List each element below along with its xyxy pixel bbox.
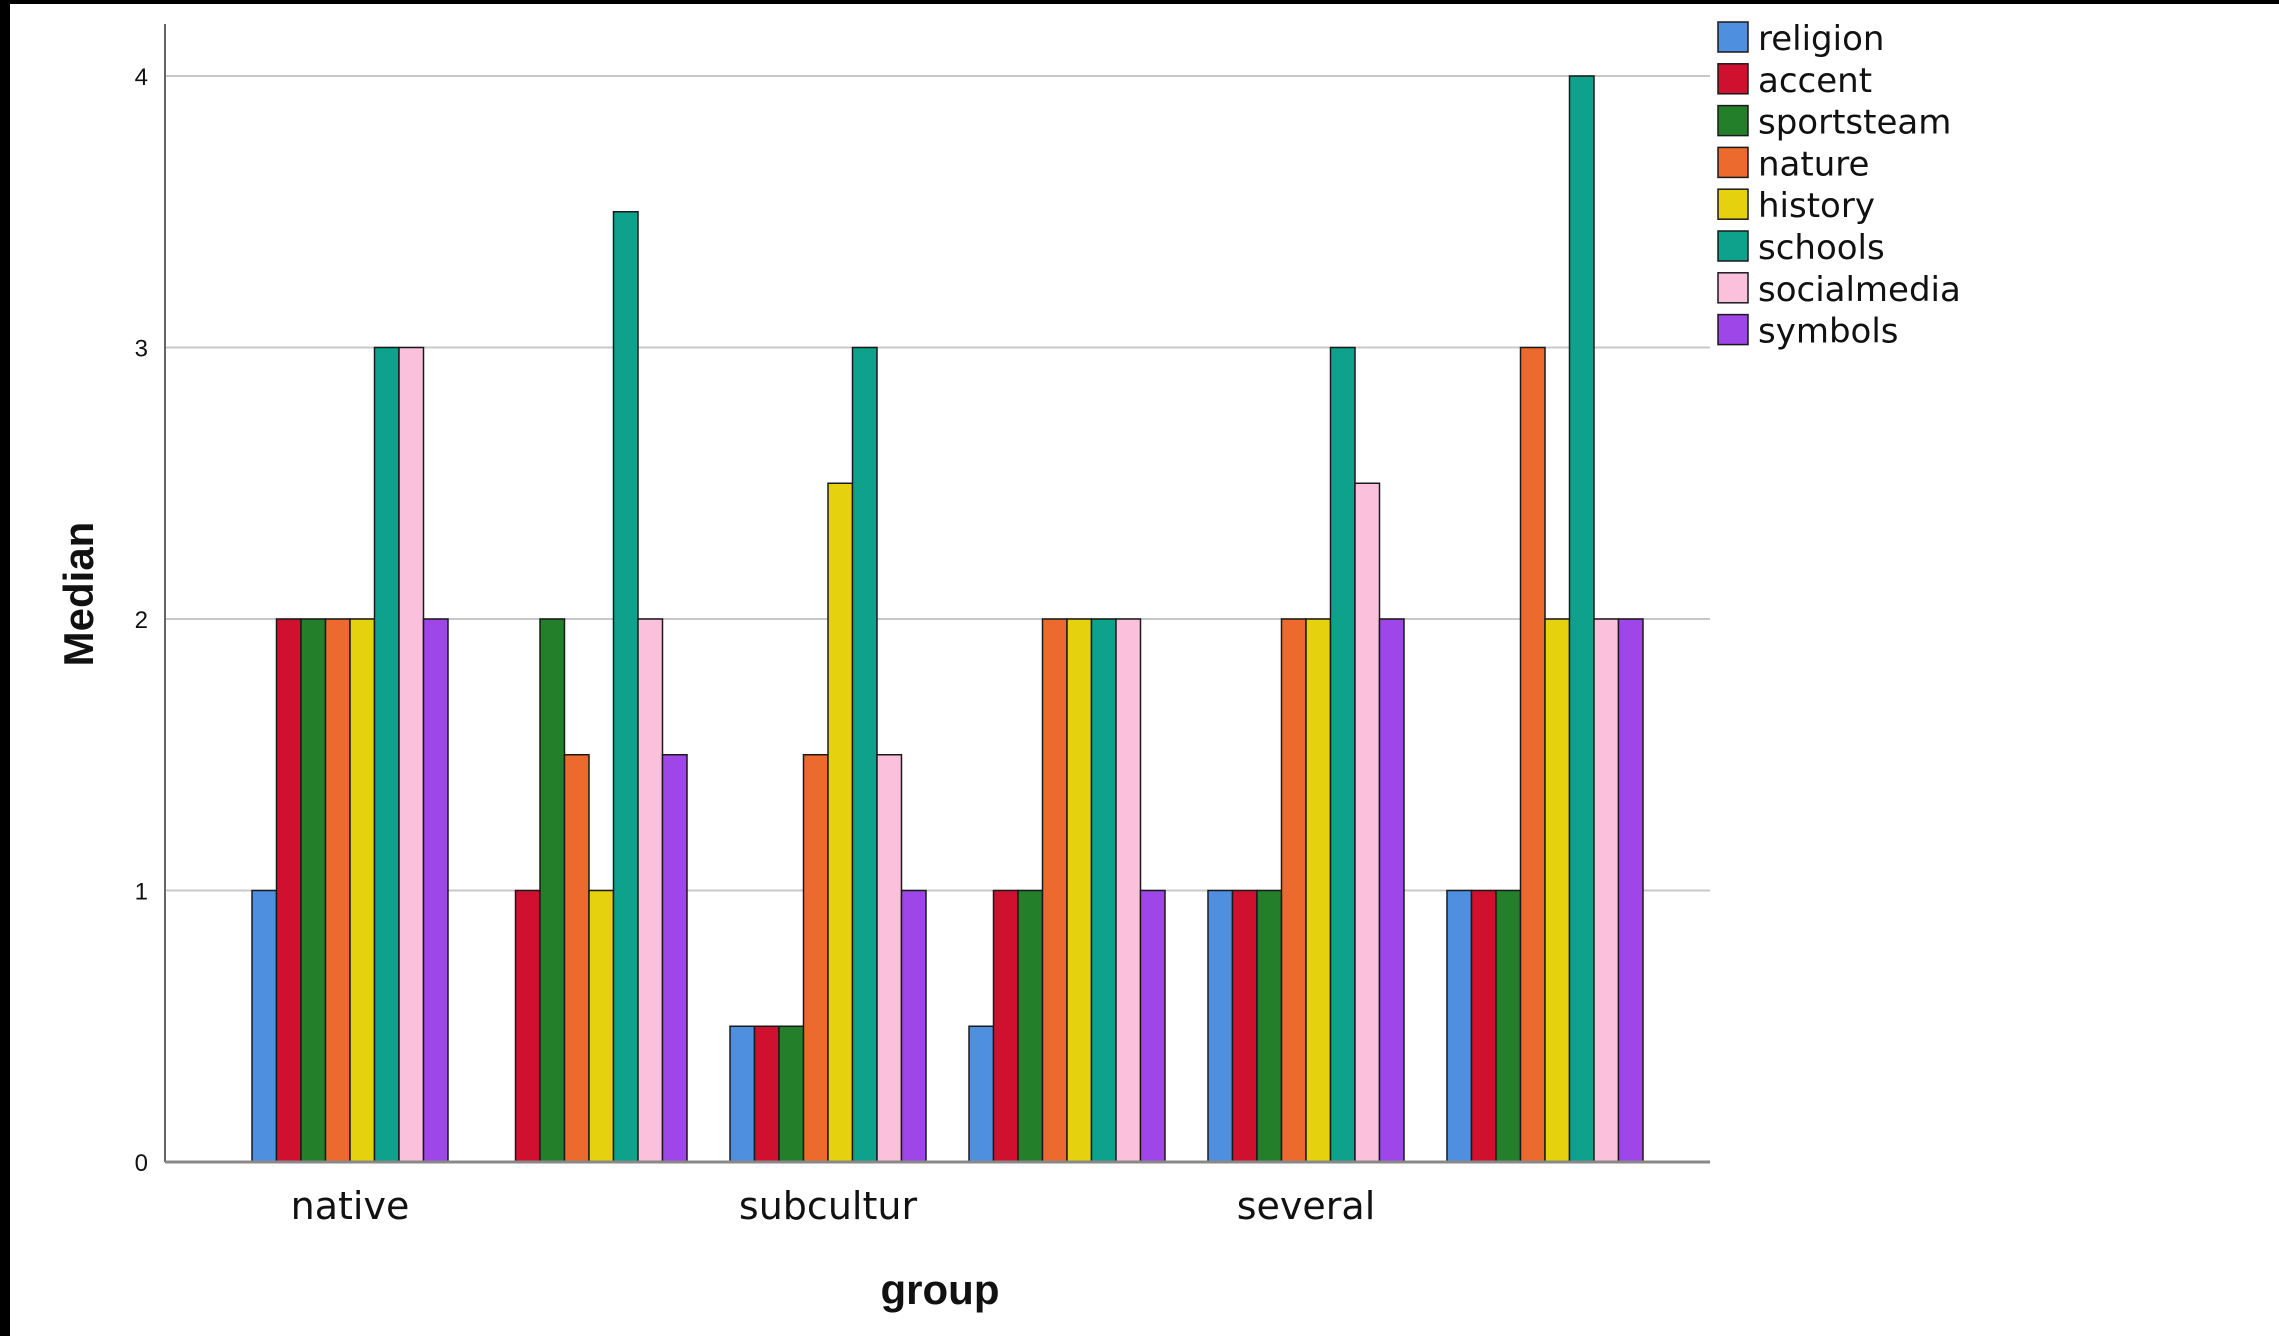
bar-symbols-native xyxy=(422,618,449,1163)
bar-nature-several xyxy=(1280,618,1307,1163)
bar-socialmedia-group-4 xyxy=(1115,618,1142,1163)
bar-symbols-group-4 xyxy=(1139,889,1166,1163)
bar-sportsteam-group-2 xyxy=(539,618,566,1163)
bar-symbols-subcultur xyxy=(900,889,927,1163)
legend-swatch-socialmedia xyxy=(1717,272,1749,304)
bars-layer xyxy=(251,75,1644,1163)
bar-socialmedia-subcultur xyxy=(876,754,903,1163)
bar-schools-group-4 xyxy=(1090,618,1117,1163)
bar-chart: 0 1 2 3 4 native subcultur several group Media… xyxy=(55,19,1961,1313)
bar-religion-subcultur xyxy=(729,1025,756,1163)
bar-socialmedia-group-6 xyxy=(1593,618,1620,1163)
bar-symbols-group-2 xyxy=(661,754,688,1163)
legend-swatch-symbols xyxy=(1717,313,1749,346)
bar-accent-group-4 xyxy=(992,889,1019,1163)
bar-history-group-4 xyxy=(1066,618,1093,1163)
legend-swatch-nature xyxy=(1717,146,1749,179)
y-tick-label: 0 xyxy=(135,1150,148,1177)
bar-sportsteam-group-6 xyxy=(1495,889,1522,1163)
bar-religion-several xyxy=(1207,889,1234,1163)
bar-accent-subcultur xyxy=(753,1025,780,1163)
legend-label-schools: schools xyxy=(1758,228,1885,268)
legend: religionaccentsportsteamnaturehistorysch… xyxy=(1717,19,1961,352)
x-category-label: native xyxy=(291,1184,410,1228)
bar-nature-group-6 xyxy=(1519,346,1546,1163)
y-tick-label: 4 xyxy=(135,64,148,91)
legend-label-sportsteam: sportsteam xyxy=(1758,103,1951,143)
bar-schools-subcultur xyxy=(851,346,878,1163)
bar-sportsteam-several xyxy=(1256,889,1283,1163)
axes-layer xyxy=(164,24,1710,1164)
bar-accent-several xyxy=(1231,889,1258,1163)
chart-frame: 0 1 2 3 4 native subcultur several group Media… xyxy=(10,4,2279,1336)
bar-schools-several xyxy=(1329,346,1356,1163)
y-tick-label: 3 xyxy=(135,336,148,363)
bar-religion-group-6 xyxy=(1446,889,1473,1163)
legend-swatch-history xyxy=(1717,188,1749,220)
bar-sportsteam-native xyxy=(300,618,327,1163)
bar-history-subcultur xyxy=(827,482,854,1163)
bar-sportsteam-subcultur xyxy=(778,1025,805,1163)
bar-accent-group-6 xyxy=(1470,889,1497,1163)
legend-label-symbols: symbols xyxy=(1758,312,1899,352)
y-tick-label: 2 xyxy=(135,607,148,634)
legend-label-nature: nature xyxy=(1758,144,1869,184)
legend-label-socialmedia: socialmedia xyxy=(1758,270,1961,310)
y-tick-label: 1 xyxy=(135,879,148,906)
x-category-labels: native subcultur several xyxy=(291,1184,1376,1228)
bar-religion-group-4 xyxy=(968,1025,995,1163)
legend-swatch-schools xyxy=(1717,230,1749,262)
bar-symbols-several xyxy=(1378,618,1405,1163)
bar-nature-native xyxy=(324,618,351,1163)
bar-history-group-2 xyxy=(588,889,615,1163)
bar-schools-group-6 xyxy=(1568,75,1595,1163)
bar-nature-group-2 xyxy=(563,754,590,1163)
legend-swatch-sportsteam xyxy=(1717,104,1749,137)
bar-socialmedia-group-2 xyxy=(637,618,664,1163)
bar-accent-native xyxy=(275,618,302,1163)
bar-schools-group-2 xyxy=(612,211,639,1163)
legend-label-history: history xyxy=(1758,186,1875,226)
legend-swatch-religion xyxy=(1717,21,1749,53)
bar-nature-group-4 xyxy=(1041,618,1068,1163)
bar-socialmedia-several xyxy=(1354,482,1381,1163)
bar-religion-native xyxy=(251,889,278,1163)
x-axis-title: group xyxy=(881,1266,1000,1313)
bar-schools-native xyxy=(373,346,400,1163)
bar-history-several xyxy=(1305,618,1332,1163)
bar-symbols-group-6 xyxy=(1617,618,1644,1163)
bar-sportsteam-group-4 xyxy=(1017,889,1044,1163)
y-tick-labels: 0 1 2 3 4 xyxy=(135,64,148,1177)
bar-history-group-6 xyxy=(1544,618,1571,1163)
x-category-label: subcultur xyxy=(739,1184,918,1228)
bar-accent-group-2 xyxy=(514,889,541,1163)
legend-label-accent: accent xyxy=(1758,61,1872,101)
x-category-label: several xyxy=(1237,1184,1376,1228)
legend-swatch-accent xyxy=(1717,63,1749,95)
legend-label-religion: religion xyxy=(1758,19,1884,59)
y-axis-title: Median xyxy=(55,522,102,667)
bar-nature-subcultur xyxy=(802,754,829,1163)
bar-socialmedia-native xyxy=(398,346,425,1163)
bar-history-native xyxy=(349,618,376,1163)
